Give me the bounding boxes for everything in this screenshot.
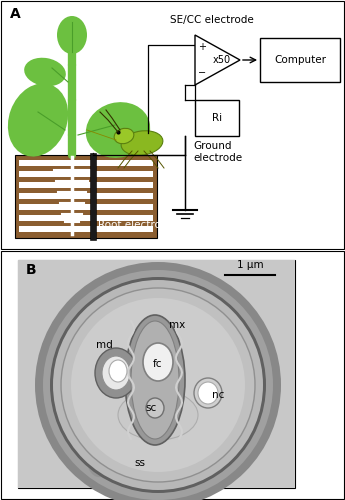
Circle shape [35, 262, 281, 500]
Bar [19, 160, 153, 166]
Ellipse shape [143, 343, 173, 381]
Ellipse shape [95, 348, 137, 398]
Ellipse shape [114, 128, 134, 144]
Bar [195, 100, 239, 136]
Text: SE/CC electrode: SE/CC electrode [170, 15, 254, 25]
Text: fc: fc [153, 359, 163, 369]
Text: md: md [96, 340, 112, 350]
Bar [19, 193, 153, 199]
Bar [19, 226, 153, 232]
Ellipse shape [211, 426, 244, 464]
Text: −: − [198, 68, 206, 78]
Circle shape [43, 270, 273, 500]
Ellipse shape [8, 84, 68, 156]
Text: 1 µm: 1 µm [237, 260, 263, 270]
Text: B: B [26, 263, 37, 277]
Ellipse shape [86, 102, 150, 158]
Ellipse shape [57, 16, 87, 54]
Ellipse shape [109, 360, 127, 382]
Text: sc: sc [145, 403, 157, 413]
Ellipse shape [198, 382, 218, 404]
Ellipse shape [121, 131, 163, 155]
Text: Root electrode: Root electrode [98, 220, 174, 230]
Bar [18, 260, 295, 488]
Text: A: A [10, 7, 21, 21]
Ellipse shape [125, 315, 185, 445]
Text: mx: mx [169, 320, 185, 330]
Polygon shape [195, 35, 240, 85]
Bar [15, 155, 157, 238]
Ellipse shape [118, 390, 198, 440]
Bar [18, 260, 295, 488]
Bar [260, 38, 340, 82]
Circle shape [53, 280, 263, 490]
Ellipse shape [194, 378, 222, 408]
Bar [19, 171, 153, 177]
Bar [19, 204, 153, 210]
Text: ss: ss [135, 458, 146, 468]
Ellipse shape [24, 58, 66, 86]
Bar [19, 182, 153, 188]
Circle shape [50, 277, 266, 493]
Ellipse shape [88, 453, 108, 477]
Text: +: + [198, 42, 206, 52]
Ellipse shape [102, 356, 130, 390]
Ellipse shape [131, 321, 179, 439]
Circle shape [61, 288, 255, 482]
Text: Computer: Computer [274, 55, 326, 65]
Bar [19, 215, 153, 221]
Text: Ri: Ri [212, 113, 222, 123]
Text: nc: nc [212, 390, 224, 400]
Bar [90, 153, 96, 240]
Circle shape [71, 298, 245, 472]
Text: x50: x50 [213, 55, 231, 65]
Ellipse shape [146, 398, 164, 418]
Text: Ground
electrode: Ground electrode [193, 141, 242, 163]
